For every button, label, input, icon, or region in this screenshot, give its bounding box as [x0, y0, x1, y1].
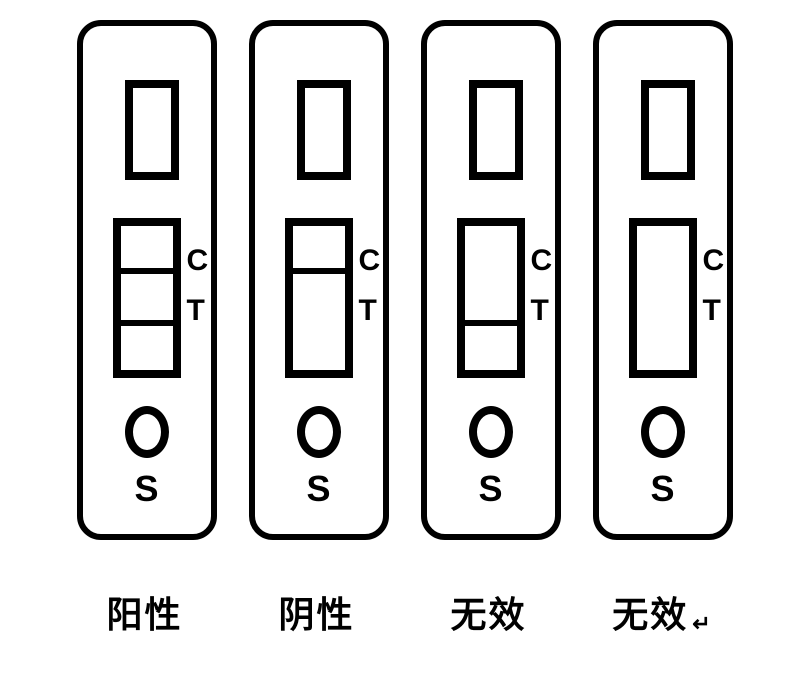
result-column-invalid-2: C T S 无效 ↵: [593, 20, 733, 638]
sample-well: [125, 406, 169, 458]
caption: 无效: [450, 586, 530, 638]
caption: 无效 ↵: [612, 586, 712, 638]
control-line: [293, 268, 345, 274]
caption-text: 无效: [450, 586, 526, 638]
ct-labels: C T: [187, 246, 209, 326]
caption-text: 无效: [612, 586, 688, 638]
test-line: [465, 320, 517, 326]
test-line: [121, 320, 173, 326]
trailing-mark: ↵: [692, 611, 712, 637]
top-window: [469, 80, 523, 180]
caption-text: 阳性: [106, 586, 182, 638]
caption: 阴性: [278, 586, 358, 638]
sample-label: S: [650, 468, 674, 510]
result-window: [113, 218, 181, 378]
result-column-invalid-1: C T S 无效: [421, 20, 561, 638]
test-cassette: C T S: [421, 20, 561, 540]
sample-label: S: [306, 468, 330, 510]
ct-labels: C T: [531, 246, 553, 326]
top-window: [297, 80, 351, 180]
sample-label: S: [478, 468, 502, 510]
result-column-negative: C T S 阴性: [249, 20, 389, 638]
top-window: [125, 80, 179, 180]
top-window: [641, 80, 695, 180]
test-label: T: [359, 296, 381, 326]
caption-text: 阴性: [278, 586, 354, 638]
test-cassette: C T S: [77, 20, 217, 540]
ct-labels: C T: [359, 246, 381, 326]
control-line: [121, 268, 173, 274]
result-window: [285, 218, 353, 378]
sample-well: [297, 406, 341, 458]
test-label: T: [703, 296, 725, 326]
ct-labels: C T: [703, 246, 725, 326]
test-cassette: C T S: [593, 20, 733, 540]
sample-well: [641, 406, 685, 458]
result-window: [629, 218, 697, 378]
control-label: C: [359, 246, 381, 276]
result-window: [457, 218, 525, 378]
sample-label: S: [134, 468, 158, 510]
result-column-positive: C T S 阳性: [77, 20, 217, 638]
test-label: T: [187, 296, 209, 326]
test-cassette: C T S: [249, 20, 389, 540]
test-label: T: [531, 296, 553, 326]
sample-well: [469, 406, 513, 458]
diagram-container: C T S 阳性 C T S 阴性: [77, 20, 733, 638]
control-label: C: [703, 246, 725, 276]
caption: 阳性: [106, 586, 186, 638]
control-label: C: [531, 246, 553, 276]
control-label: C: [187, 246, 209, 276]
